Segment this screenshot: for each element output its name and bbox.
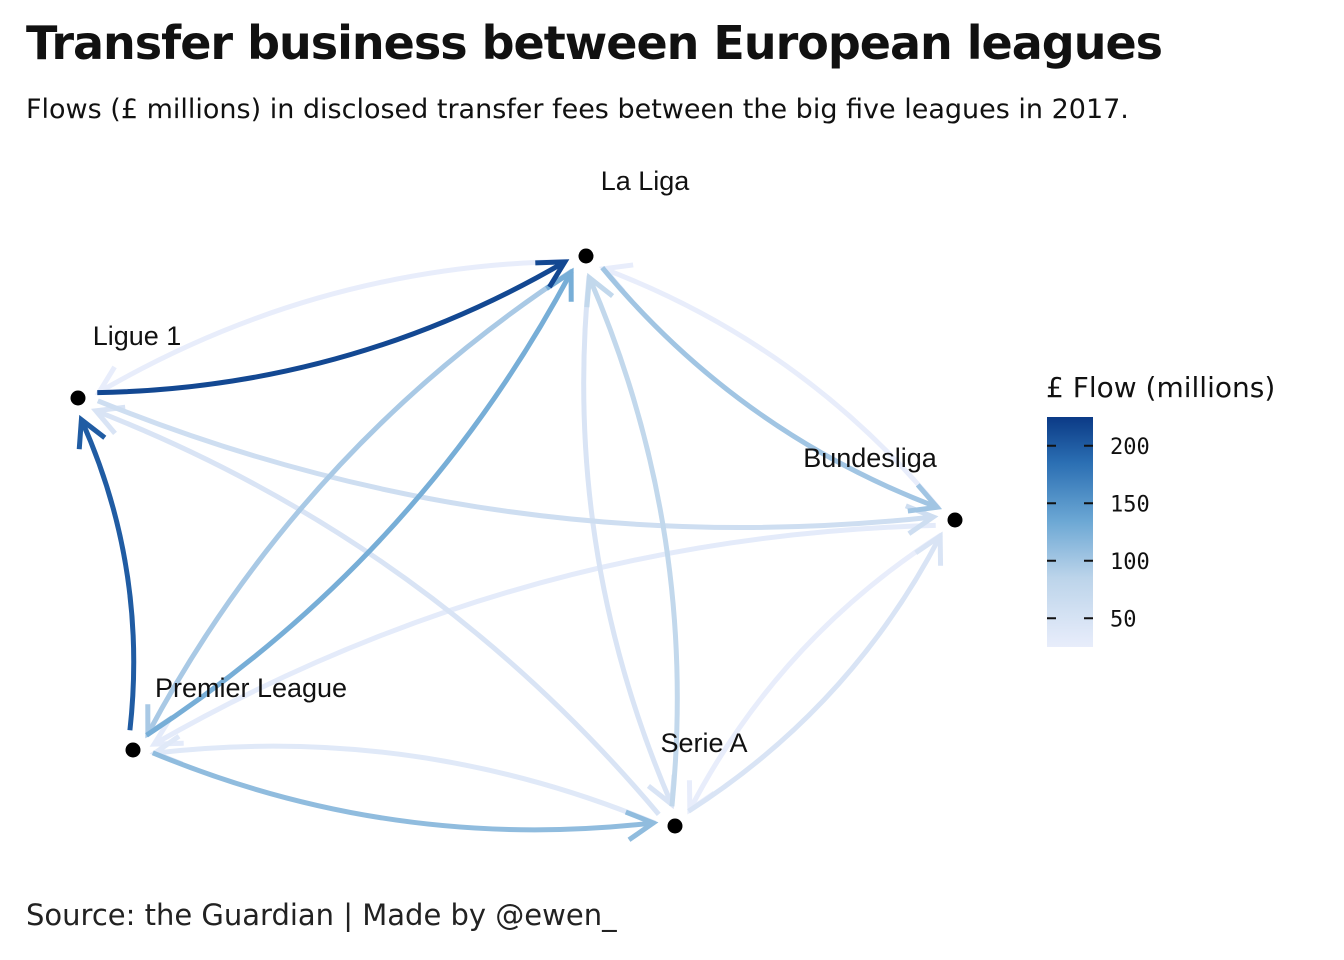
edge-line: [96, 398, 934, 531]
edge-bundesliga-to-premier-league: [149, 522, 936, 747]
edges-layer: [76, 258, 944, 842]
edge-la-liga-to-premier-league: [145, 268, 574, 739]
edge-line: [581, 275, 674, 806]
edge-line: [154, 743, 657, 826]
edge-premier-league-to-ligue-1: [76, 414, 137, 731]
node-bundesliga: [947, 512, 963, 528]
node-label: Serie A: [660, 728, 747, 758]
edge-premier-league-to-la-liga: [145, 267, 574, 738]
legend-tick-label: 50: [1110, 607, 1137, 632]
edge-line: [145, 271, 574, 738]
legend-colorbar: [1047, 417, 1093, 647]
chart-caption: Source: the Guardian | Made by @ewen_: [26, 898, 617, 932]
edge-line: [97, 258, 567, 395]
edge-line: [94, 408, 661, 816]
edge-arrowhead: [535, 259, 570, 289]
edge-arrowhead: [149, 717, 184, 747]
legend-tick-label: 150: [1110, 492, 1150, 517]
edge-line: [600, 266, 938, 510]
edge-la-liga-to-bundesliga: [600, 266, 943, 514]
edge-arrowhead: [584, 272, 615, 308]
node-label: Bundesliga: [803, 443, 938, 473]
node-label: Ligue 1: [93, 321, 182, 351]
edge-line: [687, 535, 943, 814]
legend-title: £ Flow (millions): [1046, 371, 1275, 404]
edge-arrowhead: [624, 809, 659, 842]
edge-arrowhead: [914, 531, 944, 566]
edge-ligue-1-to-la-liga: [97, 259, 570, 396]
node-ligue-1: [70, 390, 86, 406]
node-label: La Liga: [601, 166, 691, 196]
edge-line: [79, 418, 137, 731]
node-la-liga: [578, 248, 594, 264]
node-label: Premier League: [155, 673, 347, 703]
edge-arrowhead: [76, 414, 107, 450]
edge-line: [151, 750, 654, 833]
edge-serie-a-to-la-liga: [584, 272, 680, 807]
node-serie-a: [667, 818, 683, 834]
edge-line: [145, 268, 574, 735]
edge-line: [152, 522, 936, 747]
legend-tick-label: 100: [1110, 550, 1150, 575]
edge-line: [603, 266, 941, 510]
legend-tick-label: 200: [1110, 435, 1150, 460]
edge-la-liga-to-serie-a: [581, 275, 677, 810]
legend-ticks: 50 100 150 200: [1047, 435, 1150, 632]
edge-premier-league-to-serie-a: [151, 750, 659, 842]
edge-line: [97, 259, 567, 396]
edge-arrowhead: [907, 483, 943, 514]
edge-bundesliga-to-serie-a: [686, 532, 943, 815]
chart-subtitle: Flows (£ millions) in disclosed transfer…: [26, 94, 1129, 125]
edge-line: [587, 276, 680, 807]
chart-title: Transfer business between European leagu…: [26, 16, 1163, 70]
color-legend: £ Flow (millions) 50 100 150 200: [1046, 371, 1275, 647]
edge-line: [687, 532, 943, 811]
edge-serie-a-to-bundesliga: [687, 531, 944, 814]
node-premier-league: [125, 742, 141, 758]
nodes-layer: La Liga Ligue 1 Bundesliga Premier League Se…: [70, 166, 963, 834]
